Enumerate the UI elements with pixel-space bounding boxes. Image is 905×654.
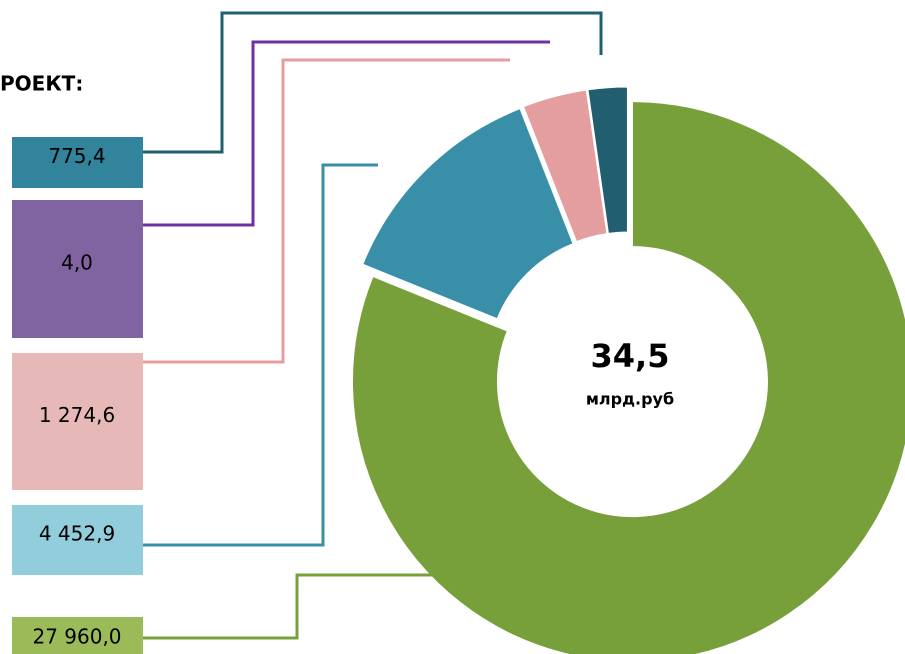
donut-slice bbox=[351, 101, 905, 654]
label-box bbox=[12, 617, 143, 654]
donut-slice bbox=[522, 89, 608, 243]
leader-line bbox=[143, 40, 550, 227]
label-box bbox=[12, 200, 143, 338]
donut-slice bbox=[587, 86, 628, 234]
value-label: 4 452,9 bbox=[39, 522, 115, 546]
value-label: 775,4 bbox=[48, 144, 105, 168]
leader-line bbox=[143, 58, 510, 364]
label-box bbox=[12, 353, 143, 490]
center-label: 34,5 bbox=[591, 337, 670, 375]
chart-title: РОЕКТ: bbox=[0, 72, 83, 96]
donut-slice bbox=[586, 89, 609, 235]
value-label: 4,0 bbox=[61, 251, 93, 275]
label-box bbox=[12, 505, 143, 575]
leader-line bbox=[143, 163, 378, 547]
label-box bbox=[12, 137, 143, 188]
value-label: 1 274,6 bbox=[39, 403, 115, 427]
leader-line bbox=[143, 11, 603, 154]
center-unit: млрд.руб bbox=[586, 390, 674, 409]
leader-line bbox=[143, 573, 455, 640]
value-label: 27 960,0 bbox=[32, 625, 121, 649]
donut-slice bbox=[362, 108, 574, 320]
